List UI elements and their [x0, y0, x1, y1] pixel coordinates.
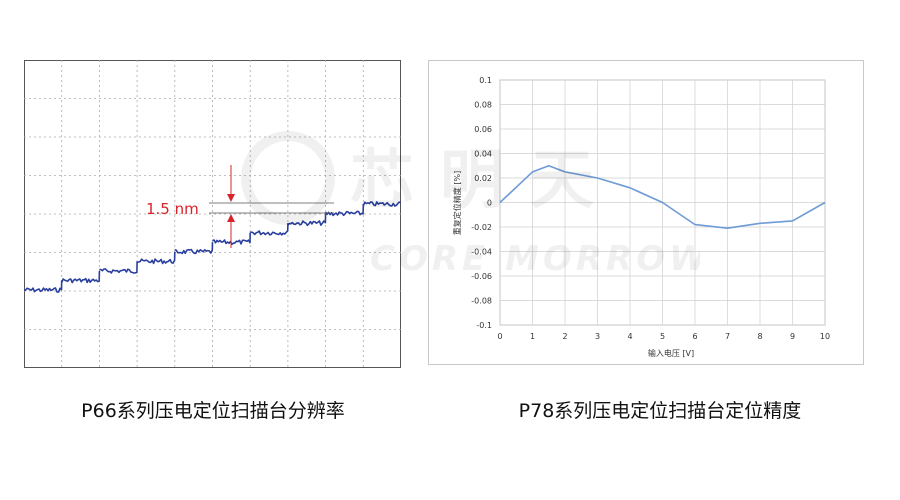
- staircase-step: [250, 223, 289, 236]
- staircase-step: [24, 280, 63, 293]
- y-tick-label: 0.04: [474, 150, 492, 159]
- staircase-step: [60, 270, 101, 284]
- y-tick-label: -0.08: [471, 297, 492, 306]
- x-tick-label: 7: [725, 332, 730, 341]
- staircase-step: [324, 203, 365, 217]
- y-tick-label: 0.06: [474, 125, 492, 134]
- staircase-step: [212, 232, 251, 245]
- staircase-step: [99, 261, 138, 274]
- chart-outer-frame: [428, 60, 864, 365]
- y-tick-label: 0.02: [474, 174, 492, 183]
- staircase-step: [174, 242, 214, 255]
- y-tick-label: 0.1: [479, 76, 492, 85]
- x-tick-label: 2: [562, 332, 567, 341]
- staircase-step: [287, 213, 327, 227]
- x-tick-label: 10: [820, 332, 830, 341]
- x-tick-label: 0: [497, 332, 502, 341]
- staircase-step: [136, 251, 176, 265]
- resolution-chart: 1.5 nm: [24, 60, 401, 368]
- x-tick-label: 6: [692, 332, 697, 341]
- accuracy-series-line: [499, 165, 826, 229]
- annotation-arrowhead-top: [227, 194, 235, 202]
- y-tick-label: -0.1: [476, 321, 492, 330]
- x-tick-label: 1: [530, 332, 535, 341]
- x-tick-label: 5: [660, 332, 665, 341]
- x-tick-label: 8: [757, 332, 762, 341]
- y-tick-label: -0.04: [471, 248, 492, 257]
- x-tick-label: 9: [790, 332, 795, 341]
- x-tick-label: 4: [627, 332, 632, 341]
- accuracy-chart: 0 1 2 3 4 5 6 7 8 9 10 0.1 0.08 0.06 0.04 0.02 0 -0.02 -0.…: [428, 60, 864, 365]
- accuracy-chart-svg: 0 1 2 3 4 5 6 7 8 9 10 0.1 0.08 0.06 0.04 0.02 0 -0.02 -0.…: [428, 60, 864, 365]
- x-axis-label: 输入电压 [V]: [648, 348, 694, 358]
- y-axis-label: 重复定位精度 [%]: [452, 171, 462, 235]
- step-size-label: 1.5 nm: [146, 200, 199, 218]
- annotation-arrowhead-bottom: [227, 214, 235, 222]
- resolution-chart-svg: 1.5 nm: [24, 60, 401, 368]
- staircase-step: [362, 201, 401, 207]
- y-tick-label: -0.06: [471, 272, 492, 281]
- left-chart-caption: P66系列压电定位扫描台分辨率: [81, 400, 345, 422]
- y-tick-label: 0: [487, 199, 492, 208]
- y-tick-label: -0.02: [471, 223, 492, 232]
- x-tick-label: 3: [595, 332, 600, 341]
- y-tick-label: 0.08: [474, 101, 492, 110]
- right-chart-caption: P78系列压电定位扫描台定位精度: [518, 400, 802, 422]
